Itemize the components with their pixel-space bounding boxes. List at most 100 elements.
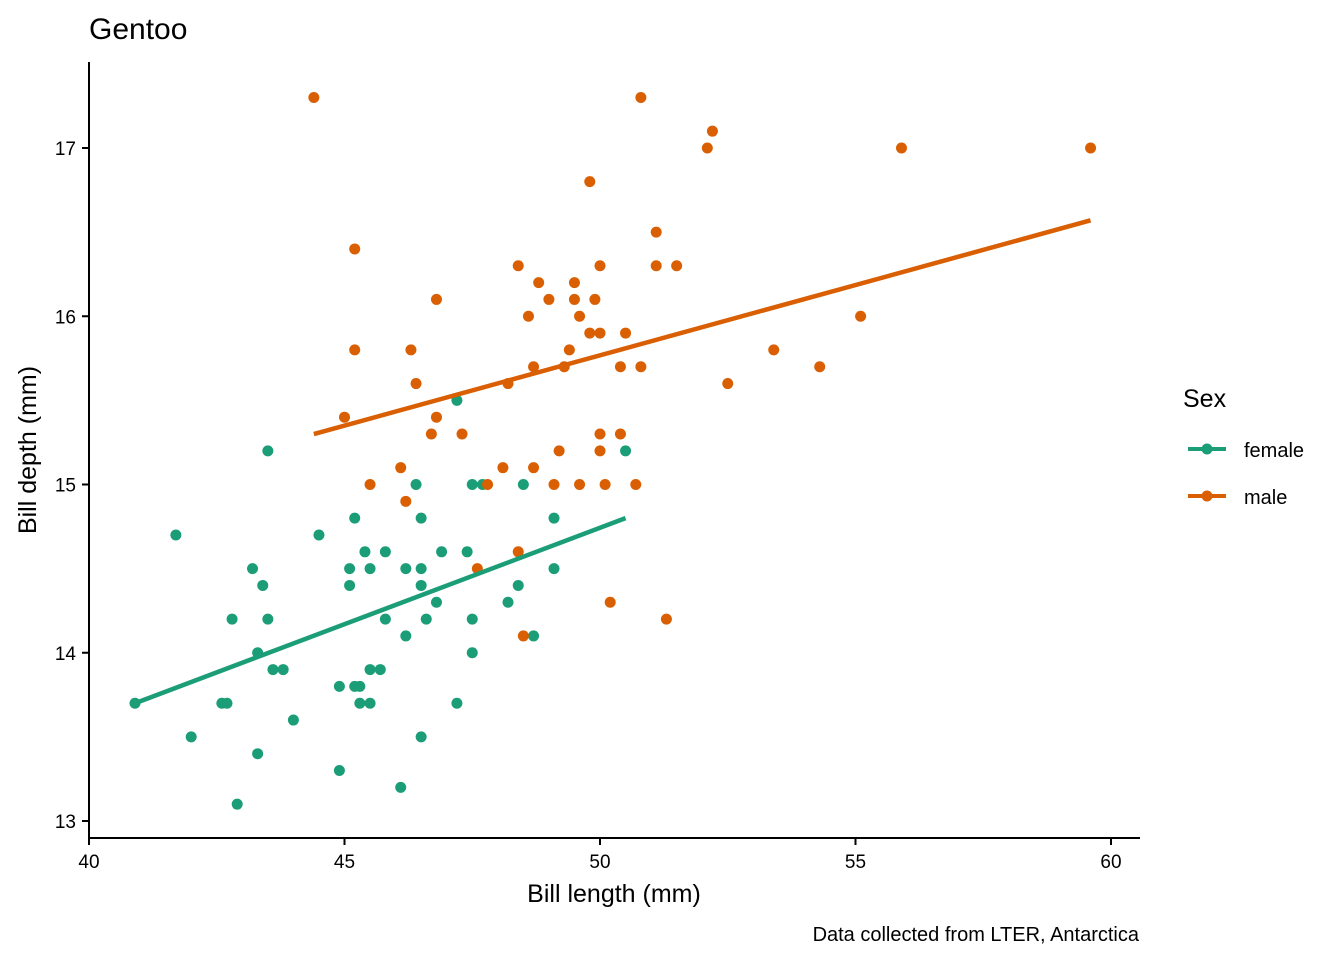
point-male: [614, 361, 626, 373]
point-male: [533, 277, 545, 289]
point-male: [814, 361, 826, 373]
point-female: [410, 479, 422, 490]
point-male: [722, 378, 734, 390]
point-male: [855, 310, 867, 322]
point-male: [604, 596, 616, 608]
point-male: [400, 495, 412, 507]
trend-line-female: [134, 516, 627, 706]
point-female: [400, 563, 412, 575]
point-male: [614, 428, 626, 440]
point-male: [568, 293, 580, 305]
legend-dot-female: [1201, 443, 1213, 455]
point-male: [594, 428, 606, 440]
point-female: [548, 512, 560, 524]
point-male: [395, 462, 407, 474]
point-female: [344, 563, 356, 575]
point-male: [548, 479, 560, 490]
y-tick-label: 15: [55, 476, 76, 497]
point-female: [313, 529, 325, 541]
point-female: [415, 512, 427, 524]
point-male: [594, 327, 606, 339]
legend-item-female[interactable]: female: [1188, 440, 1304, 462]
x-tick-label: 45: [334, 852, 355, 873]
point-female: [517, 479, 529, 490]
point-female: [451, 697, 463, 709]
point-male: [553, 445, 565, 457]
point-male: [1085, 142, 1097, 154]
y-tick-label: 14: [55, 644, 77, 665]
point-female: [333, 765, 345, 777]
point-male: [895, 142, 907, 154]
point-male: [497, 462, 509, 474]
point-male: [456, 428, 468, 440]
point-male: [430, 411, 442, 423]
x-axis-label: Bill length (mm): [527, 880, 701, 908]
point-female: [395, 781, 407, 793]
point-female: [461, 546, 473, 558]
point-male: [425, 428, 437, 440]
point-male: [563, 344, 575, 356]
point-female: [359, 546, 371, 558]
point-female: [364, 697, 376, 709]
legend-item-male[interactable]: male: [1188, 487, 1287, 509]
point-male: [512, 546, 524, 558]
point-male: [630, 479, 642, 490]
y-tick-label: 17: [55, 139, 76, 160]
legend-label-female: female: [1244, 440, 1304, 462]
point-male: [594, 445, 606, 457]
point-female: [379, 546, 391, 558]
x-tick-label: 50: [589, 852, 610, 873]
point-female: [354, 680, 366, 692]
x-tick-label: 55: [845, 852, 866, 873]
x-tick-label: 60: [1100, 852, 1121, 873]
point-female: [247, 563, 259, 575]
point-female: [257, 579, 269, 591]
point-female: [287, 714, 299, 726]
point-male: [599, 479, 611, 490]
caption: Data collected from LTER, Antarctica: [813, 924, 1140, 946]
y-tick-label: 13: [55, 812, 76, 833]
point-male: [635, 92, 647, 104]
point-female: [415, 731, 427, 743]
point-female: [333, 680, 345, 692]
point-female: [466, 647, 478, 659]
point-male: [364, 479, 376, 490]
point-female: [466, 479, 478, 490]
point-female: [277, 664, 289, 676]
point-male: [517, 630, 529, 642]
point-female: [420, 613, 432, 625]
trend-lines: [134, 218, 1092, 706]
point-female: [354, 697, 366, 709]
point-female: [379, 613, 391, 625]
chart-title: Gentoo: [89, 13, 187, 46]
point-male: [635, 361, 647, 373]
point-male: [528, 361, 540, 373]
legend-label-male: male: [1244, 487, 1287, 509]
point-male: [671, 260, 683, 272]
point-male: [482, 479, 494, 490]
point-male: [339, 411, 350, 423]
point-male: [660, 613, 672, 625]
point-male: [701, 142, 713, 154]
trend-line-male: [313, 218, 1092, 437]
point-male: [522, 310, 534, 322]
point-male: [568, 277, 580, 289]
point-female: [364, 563, 376, 575]
point-male: [584, 176, 596, 188]
point-male: [349, 243, 361, 255]
legend: Sex female male: [1183, 385, 1304, 509]
point-male: [589, 293, 601, 305]
point-female: [349, 512, 361, 524]
y-axis-label: Bill depth (mm): [14, 366, 42, 534]
point-female: [528, 630, 540, 642]
y-tick-label: 16: [55, 307, 76, 328]
point-female: [221, 697, 233, 709]
point-male: [620, 327, 632, 339]
point-male: [308, 92, 320, 104]
point-female: [374, 664, 386, 676]
point-male: [574, 310, 586, 322]
point-female: [436, 546, 448, 558]
point-male: [528, 462, 540, 474]
point-female: [185, 731, 197, 743]
